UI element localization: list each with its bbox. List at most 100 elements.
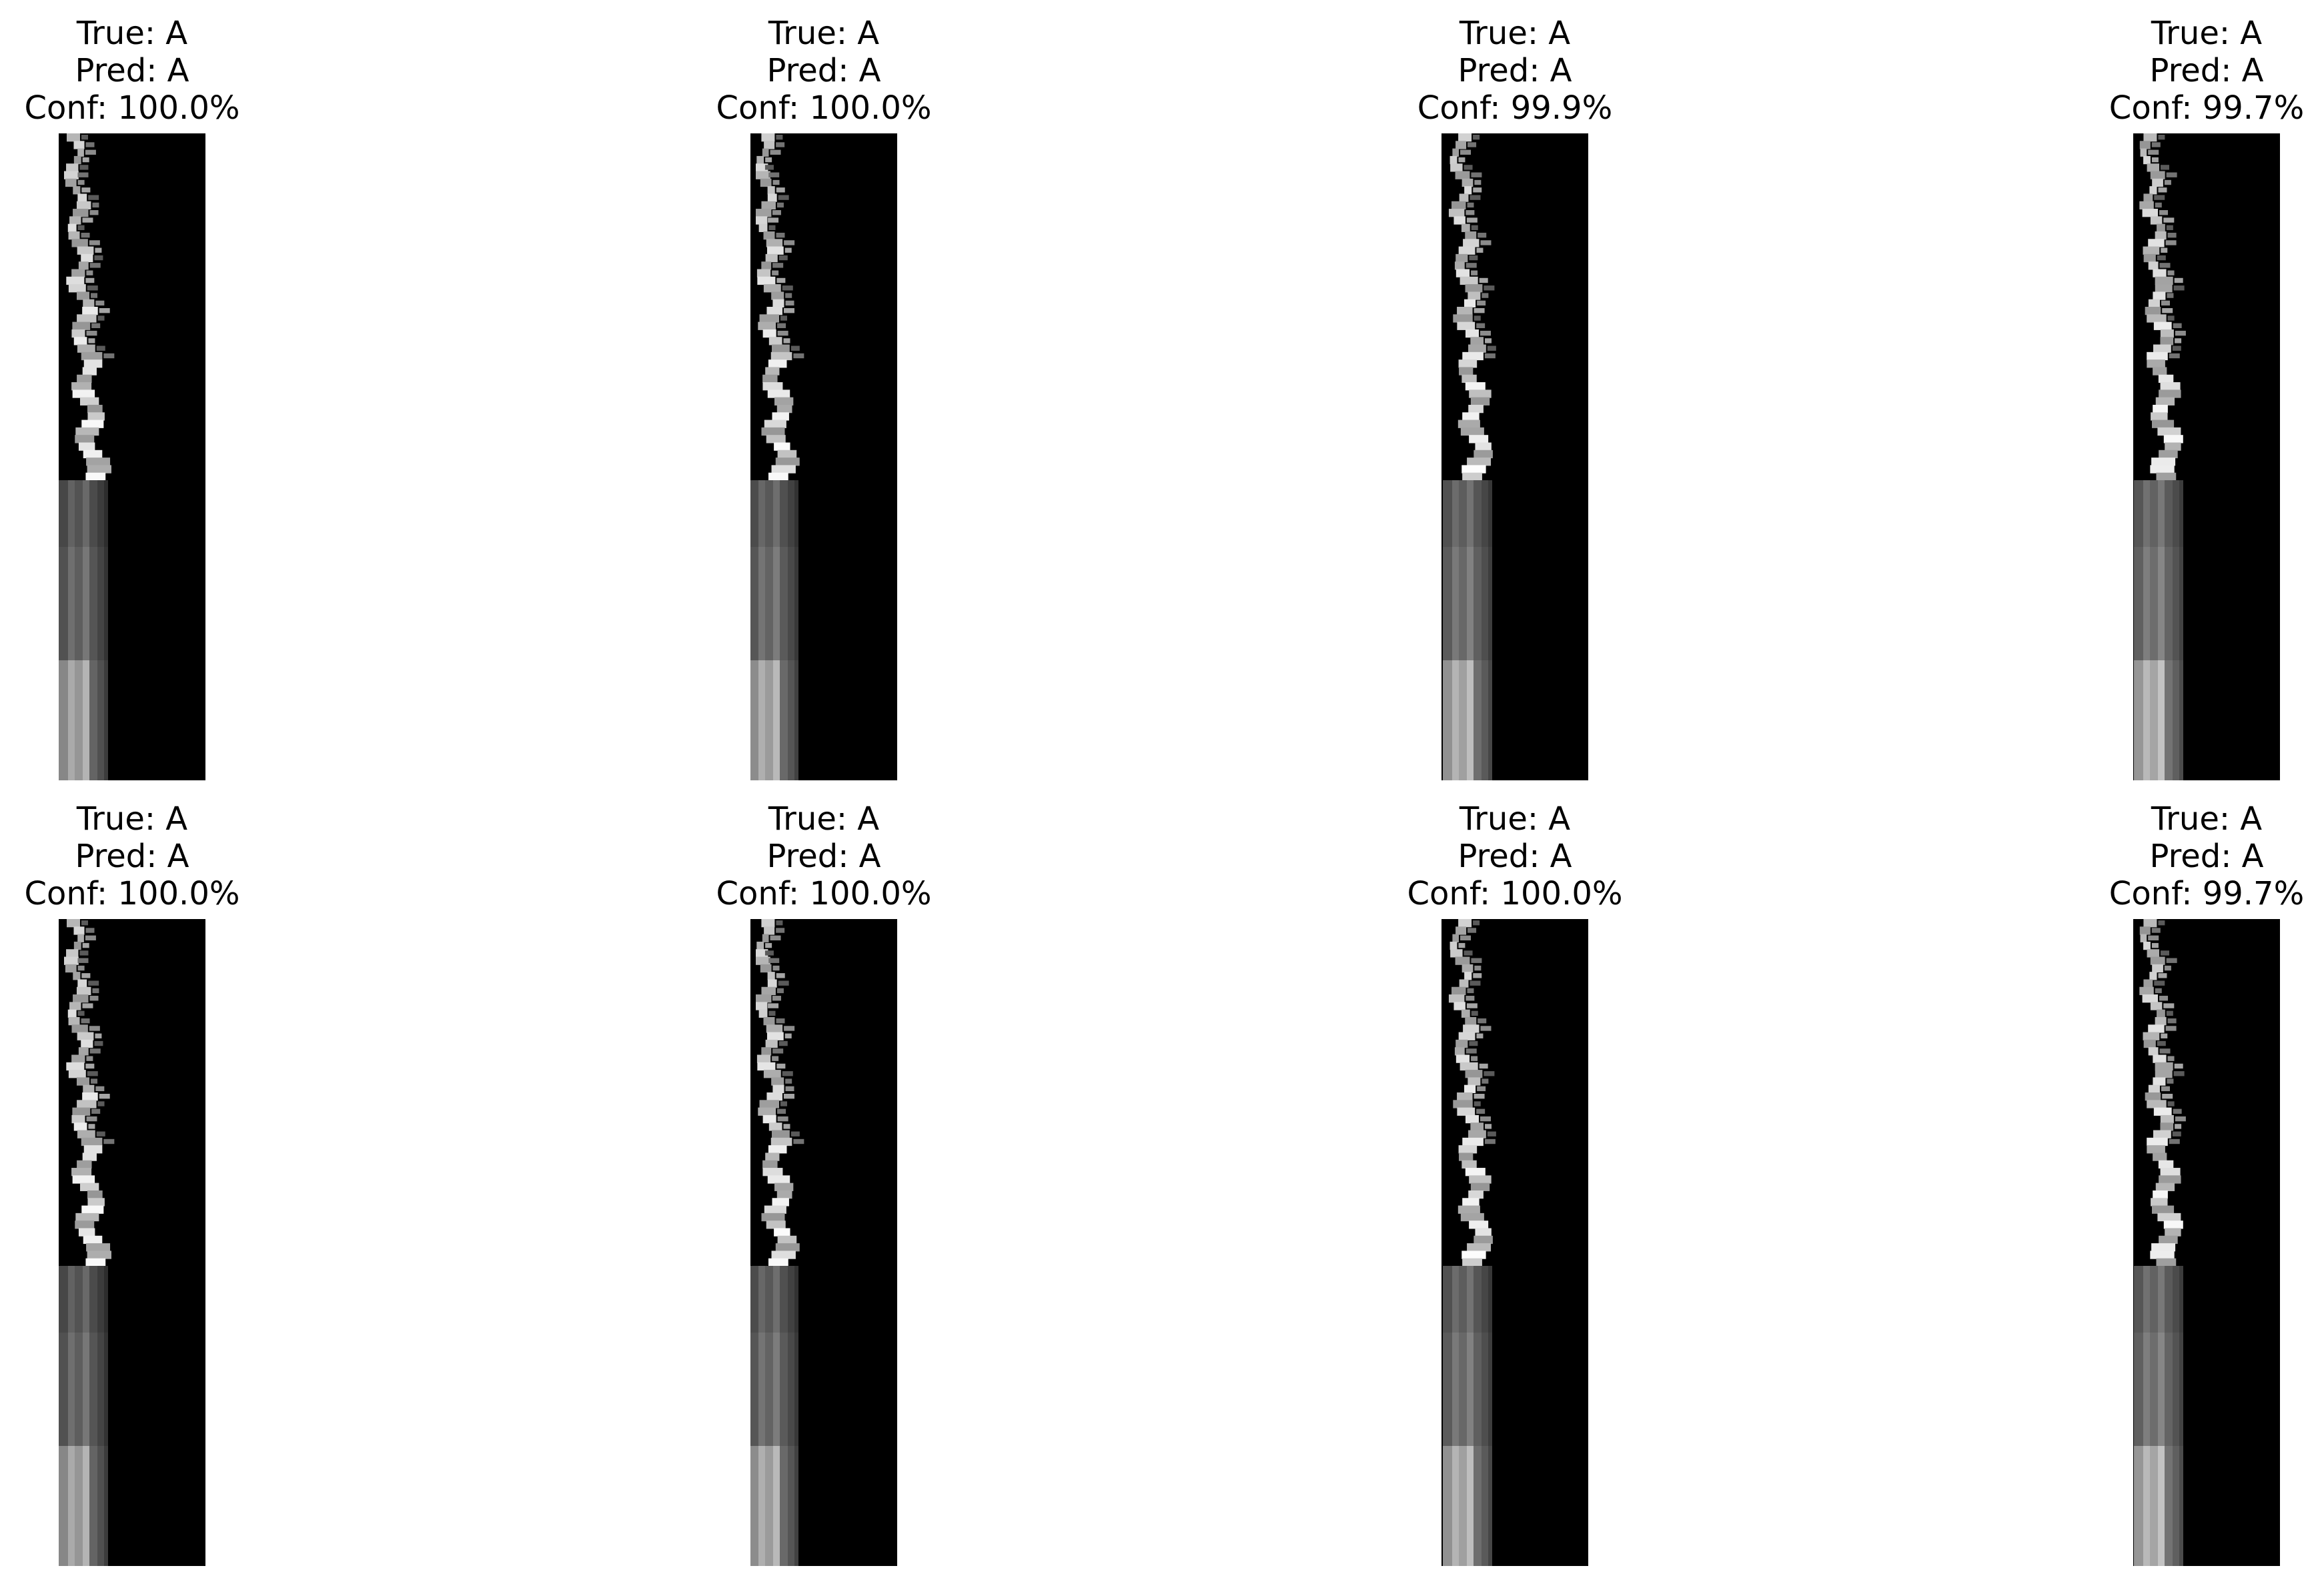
spectrogram-block bbox=[773, 1266, 780, 1333]
spectrogram-block bbox=[1458, 420, 1480, 428]
spectrogram-block bbox=[758, 660, 765, 780]
spectrogram-block bbox=[82, 157, 89, 163]
spectrogram-block bbox=[68, 231, 80, 240]
spectrogram-block bbox=[762, 1168, 783, 1176]
spectrogram-block bbox=[1468, 928, 1477, 933]
spectrogram-block bbox=[1456, 253, 1468, 263]
spectrogram-block bbox=[1477, 1086, 1486, 1092]
spectrogram-block bbox=[2166, 172, 2177, 177]
spectrogram-block bbox=[1449, 155, 1458, 165]
spectrogram-block bbox=[2150, 660, 2158, 780]
spectrogram-block bbox=[765, 942, 772, 948]
spectrogram-block bbox=[765, 1446, 773, 1566]
spectrogram-block bbox=[760, 964, 772, 973]
spectrogram-block bbox=[78, 442, 95, 451]
spectrogram-block bbox=[1462, 1160, 1477, 1169]
spectrogram-block bbox=[1458, 1032, 1476, 1040]
spectrogram-block bbox=[89, 996, 99, 1001]
spectrogram-block bbox=[88, 195, 99, 200]
spectrogram-block bbox=[1458, 919, 1472, 928]
spectrogram-block bbox=[2150, 1002, 2163, 1010]
spectrogram-block bbox=[83, 359, 103, 368]
spectrogram-block bbox=[2153, 1107, 2172, 1116]
spectrogram-block bbox=[765, 253, 778, 263]
spectrogram-block bbox=[1448, 209, 1465, 217]
spectrogram-block bbox=[2158, 973, 2167, 978]
spectrogram-block bbox=[1468, 142, 1477, 147]
spectrogram-block bbox=[59, 660, 68, 780]
spectrogram-block bbox=[83, 1235, 103, 1245]
spectrogram-block bbox=[1443, 660, 1452, 780]
spectrogram-block bbox=[1458, 246, 1476, 255]
spectrogram-block bbox=[1477, 300, 1486, 306]
spectrogram-block bbox=[1452, 1333, 1459, 1446]
spectrogram-block bbox=[82, 367, 97, 375]
spectrogram-block bbox=[59, 1266, 68, 1333]
spectrogram-block bbox=[77, 344, 95, 353]
spectrogram-block bbox=[765, 1266, 773, 1333]
spectrogram-block bbox=[2169, 1138, 2180, 1144]
spectrogram-block bbox=[71, 1114, 85, 1124]
spectrogram-block bbox=[780, 547, 788, 660]
spectrogram-block bbox=[81, 135, 88, 140]
spectrogram-block bbox=[768, 1122, 782, 1131]
spectrogram-block bbox=[97, 1101, 105, 1106]
spectrogram-block bbox=[83, 1446, 89, 1566]
spectrogram-block bbox=[780, 1101, 788, 1106]
spectrogram-block bbox=[2167, 270, 2175, 275]
spectrogram-block bbox=[2149, 972, 2157, 980]
pred-label: Pred: A bbox=[766, 838, 881, 875]
spectrogram-block bbox=[2159, 263, 2171, 268]
spectrogram-block bbox=[2151, 1198, 2168, 1207]
spectrogram-block bbox=[762, 934, 769, 942]
spectrogram-block bbox=[1459, 1266, 1467, 1333]
spectrogram-block bbox=[1451, 986, 1466, 996]
panel-title: True: A Pred: A Conf: 100.0% bbox=[664, 15, 984, 127]
spectrogram-block bbox=[772, 270, 779, 275]
spectrogram-block bbox=[761, 1047, 772, 1056]
spectrogram-block bbox=[772, 1056, 779, 1061]
spectrogram-block bbox=[71, 1054, 85, 1063]
pred-label: Pred: A bbox=[75, 838, 189, 875]
spectrogram-block bbox=[2160, 165, 2169, 170]
spectrogram-block bbox=[87, 1190, 103, 1199]
spectrogram-block bbox=[2143, 193, 2153, 202]
spectrogram-block bbox=[2143, 1333, 2150, 1446]
spectrogram-block bbox=[1456, 1039, 1468, 1048]
spectrogram-block bbox=[2155, 1062, 2173, 1071]
spectrogram-block bbox=[1465, 1070, 1483, 1078]
spectrogram-block bbox=[756, 171, 770, 179]
spectrogram-block bbox=[2148, 1084, 2160, 1093]
spectrogram-block bbox=[1443, 480, 1452, 547]
spectrogram-block bbox=[76, 986, 91, 996]
spectrogram-block bbox=[2140, 934, 2147, 942]
spectrogram-block bbox=[59, 1333, 68, 1446]
spectrogram-block bbox=[784, 1026, 795, 1031]
spectrogram-block bbox=[75, 1221, 95, 1229]
spectrogram-block bbox=[77, 179, 85, 185]
spectrogram-block bbox=[1468, 344, 1486, 353]
spectrogram-block bbox=[2153, 344, 2171, 353]
spectrogram-block bbox=[761, 1213, 785, 1222]
spectrogram-block bbox=[2173, 285, 2185, 291]
spectrogram-block bbox=[2158, 1446, 2165, 1566]
spectrogram-block bbox=[767, 186, 775, 195]
spectrogram-block bbox=[1474, 1333, 1482, 1446]
spectrogram-image bbox=[2133, 919, 2280, 1566]
spectrogram-block bbox=[772, 344, 790, 353]
spectrogram-block bbox=[756, 956, 770, 965]
spectrogram-block bbox=[67, 133, 80, 142]
spectrogram-block bbox=[761, 201, 776, 210]
spectrogram-block bbox=[2139, 926, 2151, 935]
confidence-label: Conf: 100.0% bbox=[24, 875, 240, 912]
pred-label: Pred: A bbox=[1458, 838, 1572, 875]
spectrogram-block bbox=[2174, 277, 2183, 283]
spectrogram-block bbox=[1474, 179, 1482, 185]
spectrogram-block bbox=[81, 232, 90, 238]
spectrogram-block bbox=[83, 547, 89, 660]
spectrogram-block bbox=[1471, 958, 1482, 963]
spectrogram-block bbox=[2165, 480, 2173, 547]
spectrogram-block bbox=[763, 284, 781, 293]
spectrogram-block bbox=[2152, 420, 2175, 428]
spectrogram-block bbox=[68, 480, 75, 547]
